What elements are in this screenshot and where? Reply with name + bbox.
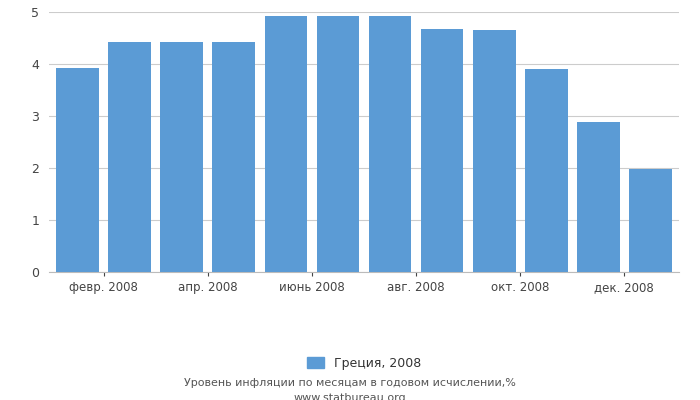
- Bar: [473, 30, 515, 272]
- Bar: [160, 42, 203, 272]
- Bar: [369, 16, 412, 272]
- Bar: [525, 69, 568, 272]
- Bar: [316, 16, 359, 272]
- Text: Уровень инфляции по месяцам в годовом исчислении,%
www.statbureau.org: Уровень инфляции по месяцам в годовом ис…: [184, 378, 516, 400]
- Bar: [56, 68, 99, 272]
- Bar: [577, 122, 620, 272]
- Bar: [108, 42, 151, 272]
- Legend: Греция, 2008: Греция, 2008: [302, 352, 426, 375]
- Bar: [629, 169, 672, 272]
- Bar: [213, 42, 255, 272]
- Bar: [421, 29, 463, 272]
- Bar: [265, 16, 307, 272]
